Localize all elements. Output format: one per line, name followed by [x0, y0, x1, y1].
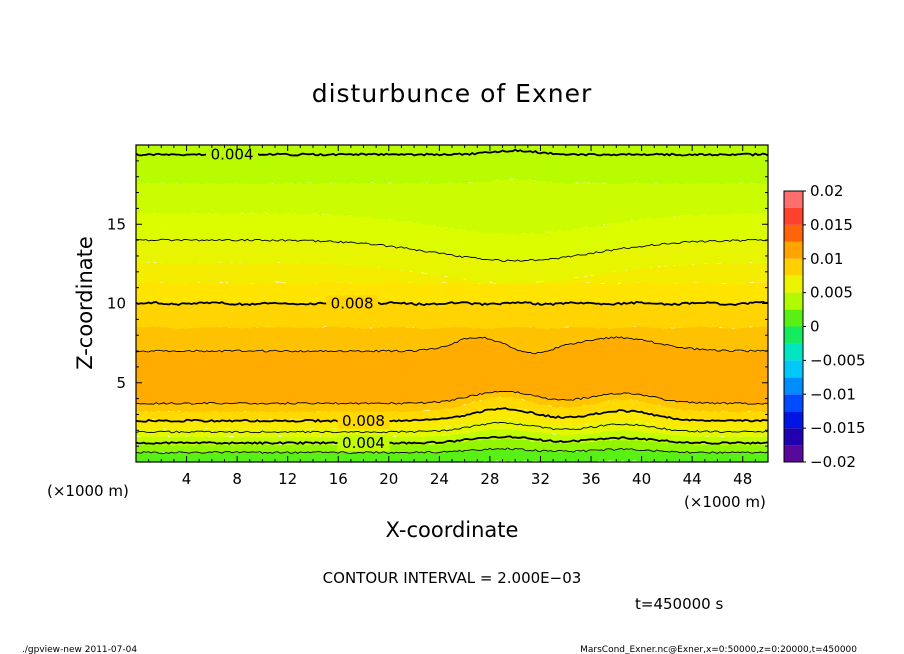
colorbar-cell [784, 428, 803, 446]
colorbar-cell [784, 326, 803, 344]
x-tick-label: 28 [480, 470, 499, 488]
contour-line [136, 447, 769, 454]
colorbar-cell [784, 275, 803, 293]
x-tick-label: 44 [683, 470, 702, 488]
colorbar-label: 0.01 [810, 250, 843, 268]
x-axis-ticks: 4 8 12 16 20 24 28 32 36 40 44 48 [148, 145, 756, 488]
colorbar-cell [784, 224, 803, 242]
contour-label-bg [326, 295, 379, 312]
contour-line [135, 421, 769, 434]
colorbar-cell [784, 309, 803, 327]
colorbar-label: 0.015 [810, 216, 853, 234]
contour-line [135, 435, 769, 446]
contour-line [135, 336, 769, 355]
colorbar-cell [784, 241, 803, 259]
x-unit-left: (×1000 m) [47, 482, 129, 500]
contour-label-bg [337, 434, 390, 451]
x-tick-label: 32 [531, 470, 550, 488]
colorbar-label: 0.02 [810, 182, 843, 200]
colorbar-cell [784, 292, 803, 310]
colorbar-cell [784, 207, 803, 225]
contour-interval: CONTOUR INTERVAL = 2.000E−03 [323, 569, 582, 587]
contour-line [135, 407, 769, 423]
contour-label: 0.004 [211, 146, 254, 164]
contour-line [135, 300, 769, 307]
source-info: MarsCond_Exner.nc@Exner,x=0:50000,z=0:20… [580, 645, 857, 654]
colorbar-cell [784, 360, 803, 378]
contour-label: 0.008 [331, 295, 374, 313]
contour-label: 0.004 [342, 434, 385, 452]
x-tick-label: 12 [278, 470, 297, 488]
x-unit-right: (×1000 m) [684, 493, 766, 511]
contour-lines [135, 148, 769, 454]
y-axis-ticks: 5 10 15 [107, 160, 768, 447]
x-tick-label: 4 [182, 470, 192, 488]
y-tick-label: 5 [116, 374, 126, 392]
colorbar-cell [784, 191, 803, 208]
colorbar-cell [784, 445, 803, 462]
contour-line [136, 238, 769, 262]
x-tick-label: 24 [430, 470, 449, 488]
chart-title: disturbunce of Exner [312, 79, 593, 108]
colorbar-label: −0.015 [810, 419, 866, 437]
colorbar: 0.02 0.015 0.01 0.005 0 −0.005 −0.01 −0.015 −0.0… [783, 182, 866, 471]
color-bands [135, 144, 769, 463]
x-tick-label: 16 [329, 470, 348, 488]
y-axis-label: Z-coordinate [73, 236, 97, 370]
colorbar-cell [784, 377, 803, 395]
colorbar-cell [784, 411, 803, 429]
time-stamp: t=450000 s [635, 595, 723, 613]
colorbar-label: −0.02 [810, 453, 856, 471]
colorbar-cell [784, 343, 803, 361]
x-tick-label: 40 [632, 470, 651, 488]
x-axis-label: X-coordinate [386, 518, 519, 542]
y-tick-label: 15 [107, 215, 126, 233]
colorbar-label: −0.005 [810, 351, 866, 369]
contour-label-bg [206, 146, 259, 163]
x-tick-label: 48 [733, 470, 752, 488]
contour-labels: 0.004 0.008 0.008 0.004 [206, 146, 390, 452]
x-tick-label: 8 [232, 470, 242, 488]
x-tick-label: 20 [379, 470, 398, 488]
colorbar-cell [784, 394, 803, 412]
colorbar-label: −0.01 [810, 385, 856, 403]
band-fill [135, 301, 769, 330]
colorbar-cell [784, 258, 803, 276]
y-tick-label: 10 [107, 295, 126, 313]
contour-line [135, 390, 769, 405]
contour-label-bg [337, 412, 390, 429]
colorbar-label: 0.005 [810, 284, 853, 302]
contour-label: 0.008 [342, 412, 385, 430]
x-tick-label: 36 [581, 470, 600, 488]
program-info: ./gpview-new 2011-07-04 [22, 645, 137, 654]
colorbar-label: 0 [810, 318, 820, 336]
